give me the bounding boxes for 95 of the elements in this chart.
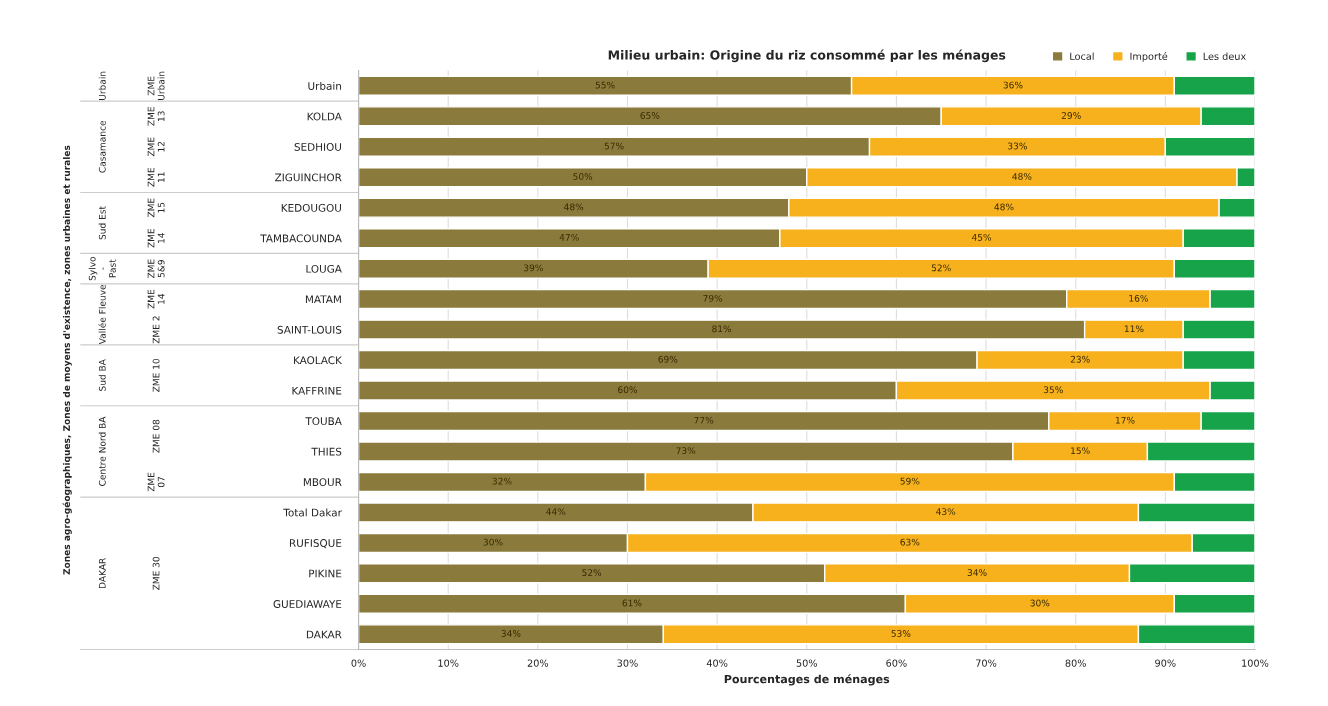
y-tick-label: SAINT-LOUIS bbox=[277, 325, 342, 334]
y-tick-label: PIKINE bbox=[309, 569, 342, 578]
x-tick-label: 90% bbox=[1155, 659, 1176, 667]
data-label: 11% bbox=[1124, 325, 1144, 333]
data-label: 30% bbox=[483, 538, 503, 546]
data-label: 69% bbox=[658, 355, 678, 363]
data-label: 39% bbox=[524, 264, 543, 272]
data-label: 29% bbox=[1061, 112, 1081, 119]
data-label: 59% bbox=[900, 477, 920, 485]
x-tick-label: 80% bbox=[1065, 659, 1086, 667]
x-tick-label: 100% bbox=[1242, 659, 1269, 667]
text: ZME 2 bbox=[152, 316, 160, 344]
y-tick-label: SEDHIOU bbox=[294, 143, 341, 151]
data-label: 65% bbox=[640, 112, 660, 119]
y-tick-label: RUFISQUE bbox=[289, 539, 342, 549]
data-label: 55% bbox=[595, 81, 615, 89]
y-tick-label: THIES bbox=[311, 447, 342, 456]
y-tick-label: KAOLACK bbox=[294, 356, 343, 365]
data-label: 33% bbox=[1008, 142, 1027, 150]
text: ZME 14 bbox=[147, 289, 165, 309]
text: Vallée Fleuve bbox=[98, 284, 106, 345]
x-tick-label: 10% bbox=[438, 659, 459, 667]
x-axis-title: Pourcentages de ménages bbox=[724, 674, 890, 686]
text: ZME 14 bbox=[147, 228, 165, 248]
data-label: 15% bbox=[1071, 447, 1090, 455]
data-label: 34% bbox=[967, 569, 987, 576]
data-label: 17% bbox=[1115, 416, 1135, 424]
data-label: 53% bbox=[891, 630, 911, 637]
data-label: 77% bbox=[694, 416, 714, 424]
data-label: 35% bbox=[1043, 386, 1063, 394]
data-label: 61% bbox=[622, 599, 642, 607]
y-tick-label: MATAM bbox=[305, 295, 341, 304]
data-label: 16% bbox=[1129, 294, 1148, 302]
text: Urbain bbox=[98, 71, 106, 100]
data-label: 43% bbox=[936, 508, 956, 516]
text: DAKAR bbox=[99, 558, 106, 589]
data-label: 81% bbox=[712, 325, 732, 333]
data-label: 73% bbox=[676, 447, 696, 455]
text: ZME 07 bbox=[147, 472, 165, 492]
data-label: 57% bbox=[604, 142, 624, 150]
data-label: 52% bbox=[582, 569, 602, 576]
legend-label: Les deux bbox=[1203, 52, 1246, 60]
text: Sud BA bbox=[98, 359, 106, 391]
y-tick-label: Total Dakar bbox=[283, 508, 342, 517]
y-tick-label: KAFFRINE bbox=[292, 386, 342, 395]
data-label: 32% bbox=[492, 477, 512, 485]
text: ZME 08 bbox=[152, 419, 160, 453]
data-label: 52% bbox=[931, 264, 951, 272]
x-tick-label: 30% bbox=[617, 659, 638, 667]
text: Zones agro-géographiques, Zones de moyens d'existence, zones urbaines et rurales bbox=[62, 145, 72, 575]
y-tick-label: Urbain bbox=[308, 81, 342, 90]
data-label: 30% bbox=[1030, 599, 1050, 607]
text: Casamance bbox=[98, 120, 106, 173]
text: ZME 11 bbox=[147, 167, 165, 187]
data-label: 63% bbox=[900, 538, 920, 546]
text: Sylvo - Past bbox=[88, 256, 116, 281]
data-label: 79% bbox=[703, 294, 723, 302]
chart-title: Milieu urbain: Origine du riz consommé par les ménages bbox=[608, 49, 1006, 63]
x-tick-label: 60% bbox=[886, 659, 907, 667]
y-tick-label: TAMBACOUNDA bbox=[260, 234, 342, 243]
y-tick-label: MBOUR bbox=[303, 478, 342, 487]
data-label: 48% bbox=[1012, 173, 1032, 180]
text: Sud Est bbox=[98, 206, 106, 240]
y-tick-label: KOLDA bbox=[307, 112, 342, 121]
text: ZME 10 bbox=[152, 358, 160, 392]
data-label: 45% bbox=[971, 233, 992, 241]
data-label: 60% bbox=[618, 386, 638, 394]
x-tick-label: 20% bbox=[527, 659, 549, 667]
data-label: 48% bbox=[564, 203, 584, 211]
y-tick-label: ZIGUINCHOR bbox=[275, 173, 342, 182]
x-tick-label: 70% bbox=[976, 659, 997, 667]
data-label: 36% bbox=[1003, 81, 1023, 89]
legend-label: Local bbox=[1070, 52, 1094, 60]
data-label: 44% bbox=[546, 508, 566, 516]
data-label: 47% bbox=[559, 233, 579, 241]
y-tick-label: GUEDIAWAYE bbox=[273, 600, 342, 608]
x-tick-label: 50% bbox=[796, 659, 818, 667]
data-label: 34% bbox=[501, 630, 521, 637]
y-tick-label: LOUGA bbox=[306, 264, 342, 273]
text: ZME Urbain bbox=[147, 71, 165, 100]
data-label: 48% bbox=[994, 203, 1014, 211]
y-tick-label: KEDOUGOU bbox=[281, 203, 341, 212]
data-label: 23% bbox=[1070, 355, 1090, 363]
x-tick-label: 0% bbox=[351, 659, 366, 667]
text: ZME 30 bbox=[152, 556, 160, 590]
text: ZME 5&9 bbox=[147, 259, 165, 279]
x-tick-label: 40% bbox=[706, 659, 728, 667]
text: ZME 15 bbox=[147, 198, 165, 218]
text: ZME 12 bbox=[147, 137, 165, 157]
data-label: 50% bbox=[573, 173, 593, 180]
y-tick-label: DAKAR bbox=[306, 630, 342, 639]
legend-label: Importé bbox=[1130, 52, 1168, 62]
text: Centre Nord BA bbox=[98, 416, 106, 486]
y-tick-label: TOUBA bbox=[305, 417, 342, 426]
text: ZME 13 bbox=[147, 107, 165, 126]
